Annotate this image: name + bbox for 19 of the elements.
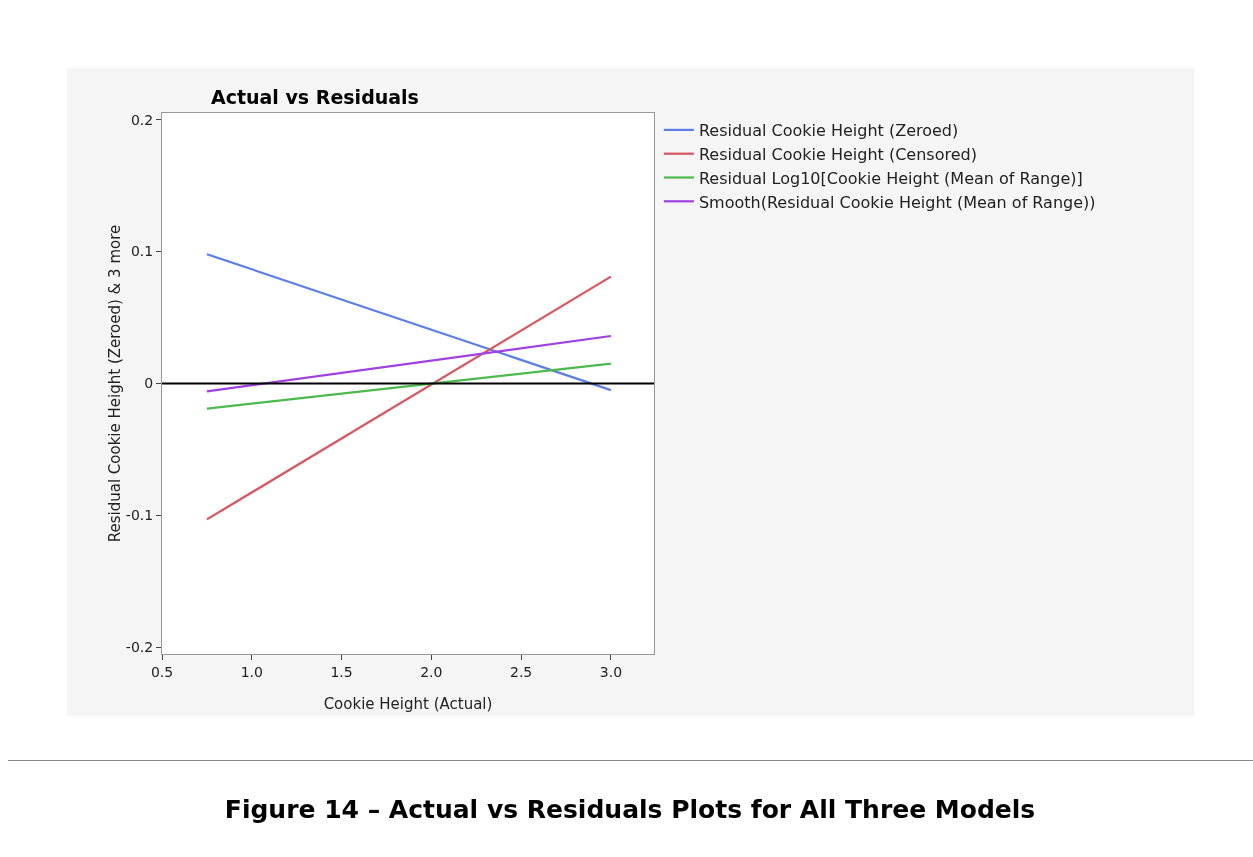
x-tick-label: 1.0 <box>240 663 263 680</box>
y-tick-label: 0 <box>144 375 154 392</box>
x-tick-label: 2.5 <box>509 663 533 680</box>
y-tick-label: -0.2 <box>125 639 154 656</box>
chart-title: Actual vs Residuals <box>210 85 419 108</box>
x-axis-title: Cookie Height (Actual) <box>323 695 493 713</box>
legend-label: Residual Cookie Height (Censored) <box>698 144 977 164</box>
legend-label: Residual Cookie Height (Zeroed) <box>698 121 959 141</box>
legend-label: Smooth(Residual Cookie Height (Mean of Range)) <box>698 192 1096 212</box>
y-tick-label: 0.2 <box>130 111 154 128</box>
legend-label: Residual Log10[Cookie Height (Mean of Range)] <box>698 168 1083 188</box>
x-tick-label: 1.5 <box>330 663 353 680</box>
y-tick-label: -0.1 <box>125 507 154 524</box>
x-tick-label: 3.0 <box>599 663 623 680</box>
x-tick-label: 2.0 <box>420 663 443 680</box>
y-tick-label: 0.1 <box>130 243 154 260</box>
caption: Figure 14 – Actual vs Residuals Plots for All Three Models <box>223 795 1037 824</box>
y-axis-title: Residual Cookie Height (Zeroed) & 3 more <box>105 224 124 543</box>
x-tick-label: 0.5 <box>150 663 174 680</box>
